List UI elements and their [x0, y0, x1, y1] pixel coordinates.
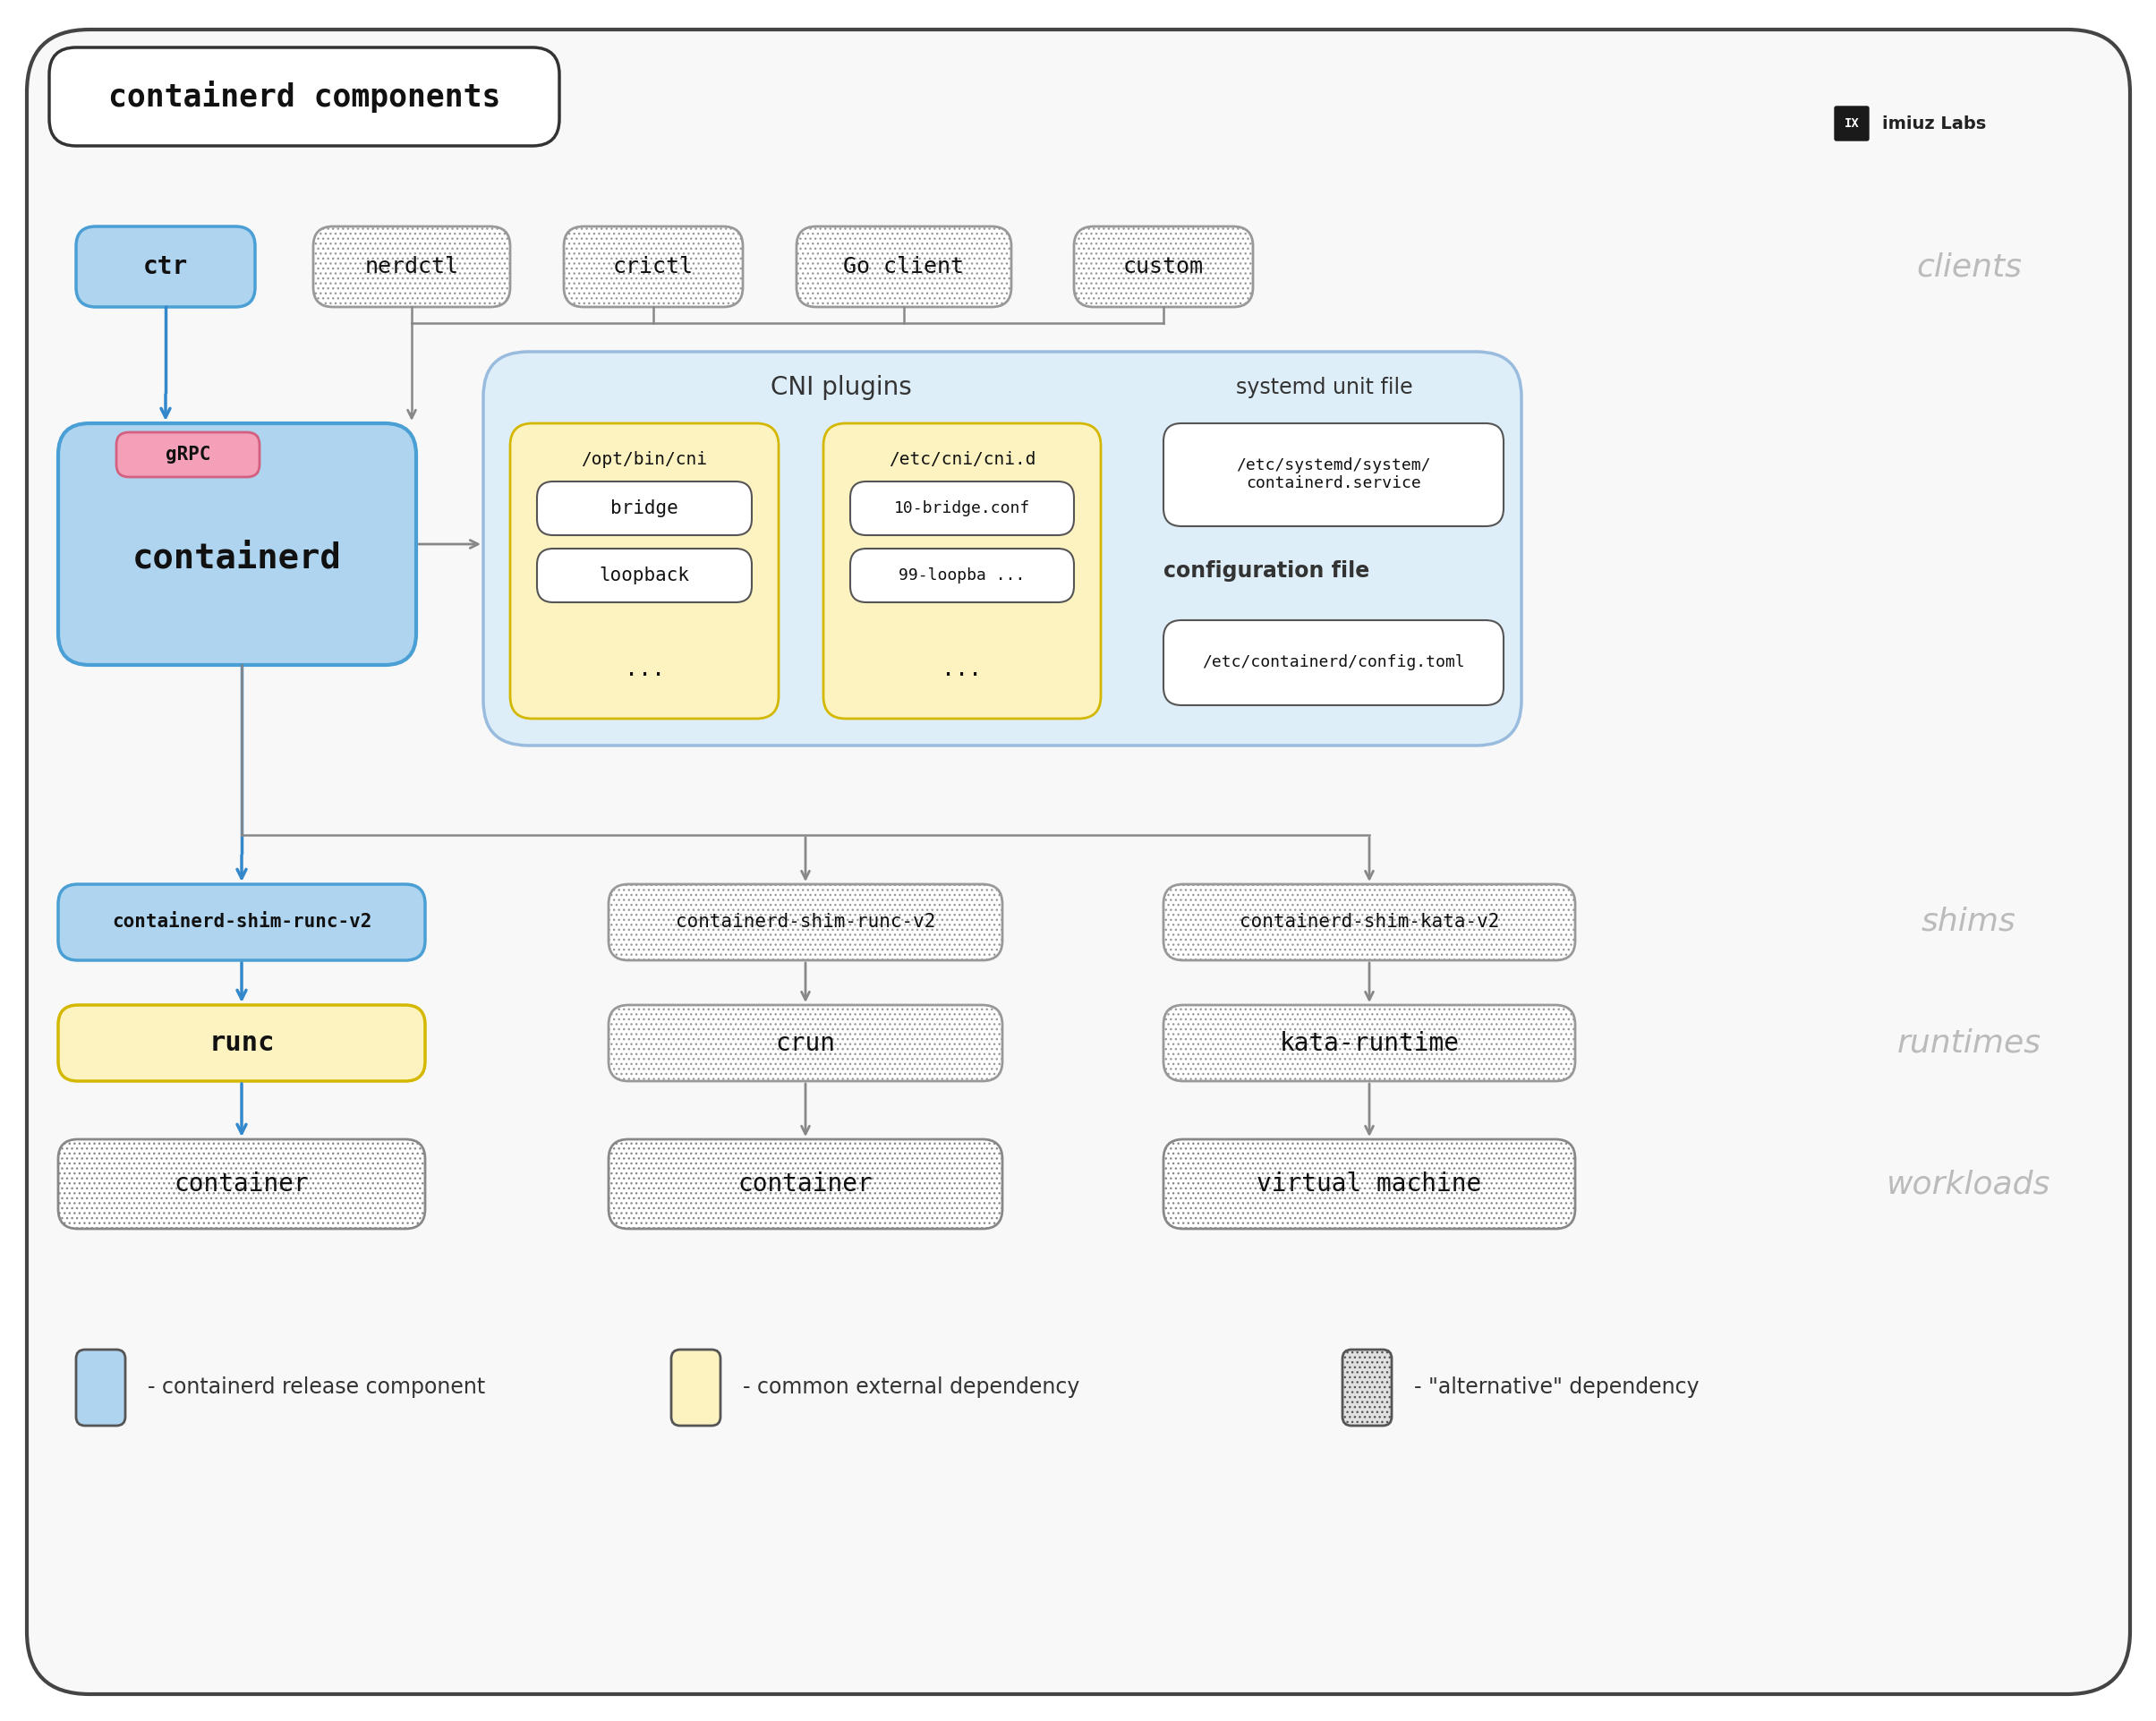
FancyBboxPatch shape: [849, 482, 1074, 535]
Text: container: container: [737, 1172, 873, 1196]
Text: IX: IX: [1843, 117, 1858, 129]
Text: ...: ...: [625, 659, 664, 680]
Text: shims: shims: [1921, 907, 2016, 936]
FancyBboxPatch shape: [671, 1349, 720, 1425]
FancyBboxPatch shape: [511, 423, 778, 719]
Text: ...: ...: [942, 659, 983, 680]
FancyBboxPatch shape: [537, 549, 752, 602]
Text: systemd unit file: systemd unit file: [1235, 377, 1412, 398]
Text: /etc/cni/cni.d: /etc/cni/cni.d: [888, 451, 1035, 468]
FancyBboxPatch shape: [1164, 1139, 1576, 1229]
Text: gRPC: gRPC: [166, 446, 211, 463]
Text: crun: crun: [776, 1031, 837, 1055]
Text: Go client: Go client: [843, 256, 964, 277]
FancyBboxPatch shape: [537, 482, 752, 535]
FancyBboxPatch shape: [1835, 107, 1869, 141]
FancyBboxPatch shape: [849, 549, 1074, 602]
FancyBboxPatch shape: [608, 1005, 1003, 1081]
Text: - "alternative" dependency: - "alternative" dependency: [1414, 1377, 1699, 1399]
Text: nerdctl: nerdctl: [364, 256, 459, 277]
FancyBboxPatch shape: [824, 423, 1102, 719]
Text: CNI plugins: CNI plugins: [770, 375, 912, 399]
Text: ctr: ctr: [142, 255, 188, 279]
FancyBboxPatch shape: [50, 48, 558, 146]
Text: runc: runc: [209, 1031, 274, 1057]
Text: containerd-shim-runc-v2: containerd-shim-runc-v2: [112, 914, 371, 931]
Text: /etc/containerd/config.toml: /etc/containerd/config.toml: [1203, 654, 1464, 669]
Text: runtimes: runtimes: [1897, 1027, 2042, 1058]
Text: clients: clients: [1917, 251, 2022, 282]
Text: 99-loopba ...: 99-loopba ...: [899, 568, 1026, 583]
Text: bridge: bridge: [610, 499, 679, 518]
Text: loopback: loopback: [599, 566, 690, 585]
FancyBboxPatch shape: [1164, 885, 1576, 960]
FancyBboxPatch shape: [58, 1139, 425, 1229]
FancyBboxPatch shape: [116, 432, 259, 477]
Text: configuration file: configuration file: [1164, 561, 1369, 582]
FancyBboxPatch shape: [796, 227, 1011, 306]
Text: containerd: containerd: [132, 540, 343, 575]
Text: /opt/bin/cni: /opt/bin/cni: [582, 451, 707, 468]
FancyBboxPatch shape: [565, 227, 744, 306]
FancyBboxPatch shape: [26, 29, 2130, 1693]
FancyBboxPatch shape: [1164, 423, 1503, 527]
FancyBboxPatch shape: [58, 1005, 425, 1081]
Text: container: container: [175, 1172, 308, 1196]
Text: virtual machine: virtual machine: [1257, 1172, 1481, 1196]
Text: containerd components: containerd components: [108, 81, 500, 114]
FancyBboxPatch shape: [75, 1349, 125, 1425]
Text: containerd-shim-runc-v2: containerd-shim-runc-v2: [675, 914, 936, 931]
FancyBboxPatch shape: [313, 227, 511, 306]
Text: 10-bridge.conf: 10-bridge.conf: [895, 501, 1031, 516]
Text: - containerd release component: - containerd release component: [147, 1377, 485, 1399]
FancyBboxPatch shape: [1164, 620, 1503, 706]
Text: /etc/systemd/system/
containerd.service: /etc/systemd/system/ containerd.service: [1235, 458, 1432, 492]
FancyBboxPatch shape: [608, 885, 1003, 960]
FancyBboxPatch shape: [1074, 227, 1253, 306]
FancyBboxPatch shape: [58, 885, 425, 960]
Text: kata-runtime: kata-runtime: [1279, 1031, 1460, 1055]
Text: - common external dependency: - common external dependency: [744, 1377, 1080, 1399]
Text: imiuz Labs: imiuz Labs: [1882, 115, 1986, 133]
FancyBboxPatch shape: [1164, 1005, 1576, 1081]
FancyBboxPatch shape: [1343, 1349, 1391, 1425]
Text: workloads: workloads: [1886, 1169, 2050, 1200]
FancyBboxPatch shape: [608, 1139, 1003, 1229]
FancyBboxPatch shape: [75, 227, 254, 306]
FancyBboxPatch shape: [483, 351, 1522, 745]
Text: crictl: crictl: [612, 256, 694, 277]
FancyBboxPatch shape: [58, 423, 416, 664]
Text: custom: custom: [1123, 256, 1203, 277]
Text: containerd-shim-kata-v2: containerd-shim-kata-v2: [1240, 914, 1498, 931]
